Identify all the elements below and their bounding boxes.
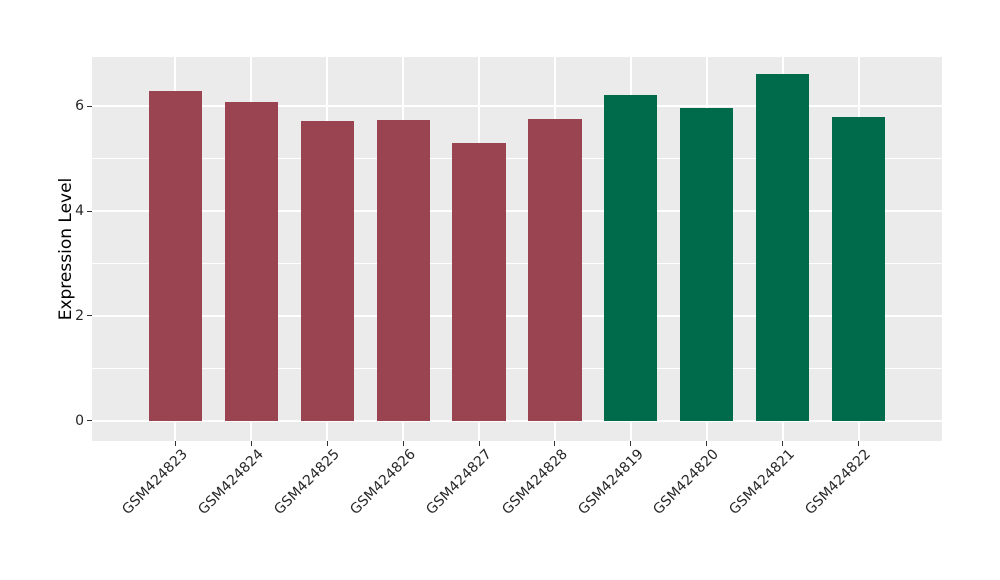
y-tick-label-6: 6 [75,98,84,115]
x-tick-mark-GSM424823 [174,441,176,446]
gridline-minor-y1 [92,367,942,369]
x-tick-label-GSM424827: GSM424827 [423,446,495,518]
x-tick-label-GSM424821: GSM424821 [726,446,799,518]
x-tick-label-GSM424822: GSM424822 [802,446,875,518]
x-tick-mark-GSM424819 [630,441,632,446]
gridline-major-y2 [92,314,942,317]
y-tick-mark-6 [87,105,92,107]
y-tick-mark-0 [87,420,92,422]
x-tick-mark-GSM424826 [402,441,404,446]
x-tick-label-GSM424820: GSM424820 [650,446,723,518]
bar-GSM424819 [604,95,658,421]
x-tick-label-GSM424825: GSM424825 [271,446,343,518]
plot-panel [92,57,942,441]
gridline-minor-y3 [92,262,942,264]
bar-GSM424822 [831,116,886,421]
y-tick-label-2: 2 [75,307,84,324]
x-tick-mark-GSM424827 [478,441,480,446]
x-tick-mark-GSM424820 [706,441,708,446]
y-axis-title: Expression Level [56,177,76,321]
x-tick-mark-GSM424828 [554,441,556,446]
bar-GSM424826 [376,120,430,421]
x-tick-mark-GSM424825 [326,441,328,446]
x-tick-label-GSM424823: GSM424823 [119,446,192,518]
gridline-major-y6 [92,105,942,108]
bar-GSM424825 [300,121,354,421]
bar-GSM424824 [224,101,278,421]
gridline-major-y4 [92,210,942,213]
x-tick-label-GSM424828: GSM424828 [498,446,571,518]
gridline-major-y0 [92,419,942,422]
y-tick-mark-2 [87,315,92,317]
bar-GSM424821 [756,74,810,421]
y-tick-label-0: 0 [75,412,84,429]
bar-GSM424823 [148,90,203,421]
bar-GSM424827 [452,142,506,421]
y-tick-label-4: 4 [75,203,84,220]
x-tick-mark-GSM424821 [782,441,784,446]
x-tick-mark-GSM424824 [250,441,252,446]
x-tick-mark-GSM424822 [858,441,860,446]
y-tick-mark-4 [87,210,92,212]
bar-GSM424820 [680,108,734,421]
x-tick-label-GSM424824: GSM424824 [195,446,267,518]
gridline-minor-y5 [92,158,942,160]
bar-GSM424828 [528,118,582,421]
x-tick-label-GSM424819: GSM424819 [574,446,647,518]
x-tick-label-GSM424826: GSM424826 [347,446,419,518]
